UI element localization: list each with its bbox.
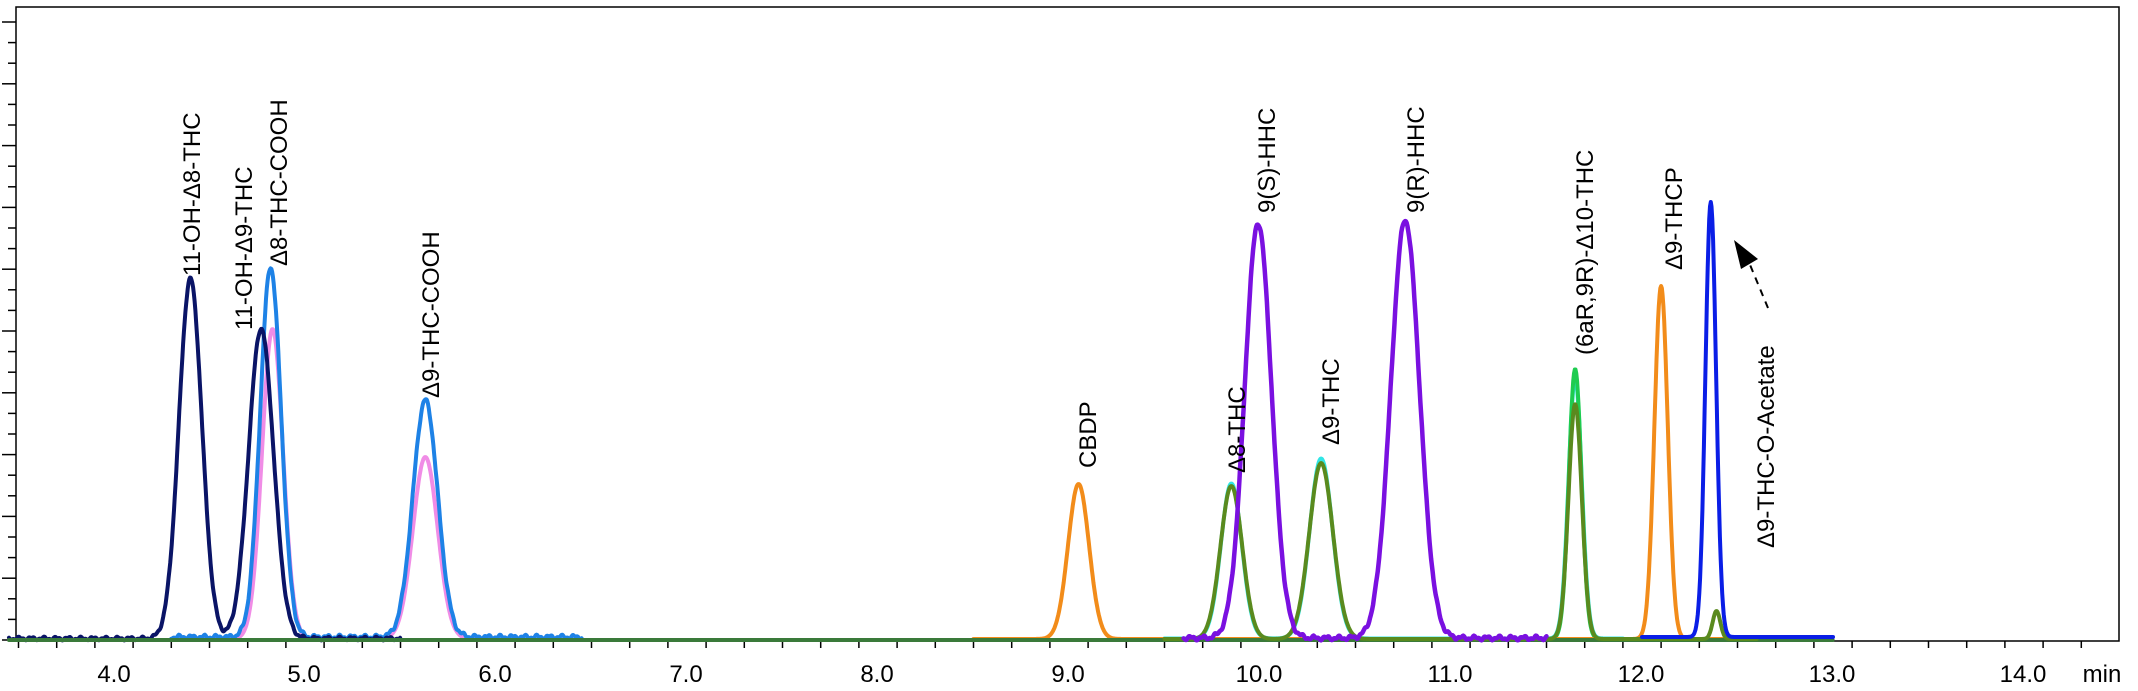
x-tick-label: 10.0 (1236, 661, 1283, 688)
x-tick-label: 9.0 (1051, 661, 1084, 688)
peak-label-11-oh-d8-thc: 11-OH-Δ8-THC (179, 112, 206, 276)
arrowhead-icon (1734, 240, 1758, 269)
y-axis-ticks (2, 21, 16, 641)
peak-label-d9-thcp: Δ9-THCP (1661, 167, 1688, 270)
peak-label-d9-thc-o-acetate: Δ9-THC-O-Acetate (1753, 345, 1780, 548)
peak-label-d9-thc-cooh: Δ9-THC-COOH (418, 231, 445, 398)
x-axis-unit: min (2083, 661, 2122, 688)
peak-label-9s-hhc: 9(S)-HHC (1254, 108, 1281, 213)
peak-label-d10-thc: (6aR,9R)-Δ10-THC (1572, 150, 1599, 355)
peak-label-d8-thc-cooh: Δ8-THC-COOH (266, 99, 293, 266)
acetate-arrow (1734, 240, 1769, 309)
x-tick-label: 7.0 (669, 661, 702, 688)
chromatogram-trace (1181, 218, 1549, 643)
peak-label-cbdp: CBDP (1075, 401, 1102, 468)
peak-label-11-oh-d9-thc: 11-OH-Δ9-THC (231, 166, 258, 330)
x-tick-label: 11.0 (1428, 661, 1473, 688)
x-axis-labels: 4.0 5.0 6.0 7.0 8.0 9.0 10.0 11.0 12.0 1… (97, 661, 2121, 688)
dashed-arrow-line (1747, 259, 1769, 309)
x-tick-label: 12.0 (1618, 661, 1665, 688)
traces (7, 200, 1835, 643)
x-tick-label: 5.0 (287, 661, 320, 688)
x-tick-label: 4.0 (97, 661, 130, 688)
x-axis-ticks (17, 641, 2083, 648)
peak-label-d8-thc: Δ8-THC (1224, 386, 1251, 473)
chromatogram-trace (1640, 200, 1835, 639)
x-tick-label: 6.0 (478, 661, 511, 688)
peak-label-9r-hhc: 9(R)-HHC (1403, 106, 1430, 213)
peak-label-d9-thc: Δ9-THC (1318, 358, 1345, 445)
x-tick-label: 14.0 (2000, 661, 2047, 688)
x-tick-label: 13.0 (1809, 661, 1856, 688)
peak-labels: 11-OH-Δ8-THC 11-OH-Δ9-THC Δ8-THC-COOH Δ9… (179, 99, 1780, 548)
x-tick-label: 8.0 (860, 661, 893, 688)
